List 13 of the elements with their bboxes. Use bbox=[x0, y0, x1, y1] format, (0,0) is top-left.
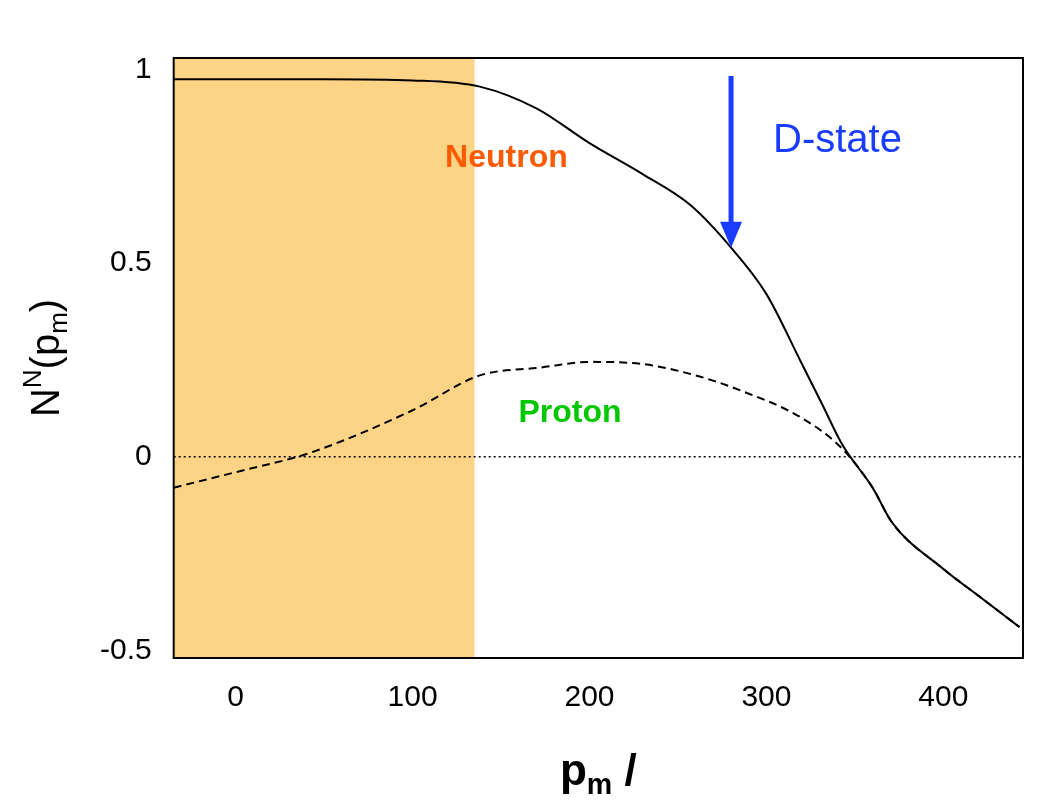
y-tick-label: 1 bbox=[135, 50, 152, 84]
series-label: Proton bbox=[518, 392, 622, 429]
y-axis-title: NN(pm) bbox=[17, 298, 74, 418]
annotation: D-state bbox=[773, 116, 902, 161]
x-tick-label: 200 bbox=[564, 679, 615, 713]
x-tick-label: 100 bbox=[387, 679, 438, 713]
x-tick-label: 400 bbox=[918, 679, 969, 713]
series-label: Neutron bbox=[445, 138, 568, 175]
y-tick-label: 0 bbox=[135, 437, 152, 471]
y-tick-label: -0.5 bbox=[99, 631, 152, 665]
x-tick-label: 0 bbox=[227, 679, 244, 713]
y-tick-label: 0.5 bbox=[109, 244, 152, 278]
x-tick-label: 300 bbox=[741, 679, 792, 713]
